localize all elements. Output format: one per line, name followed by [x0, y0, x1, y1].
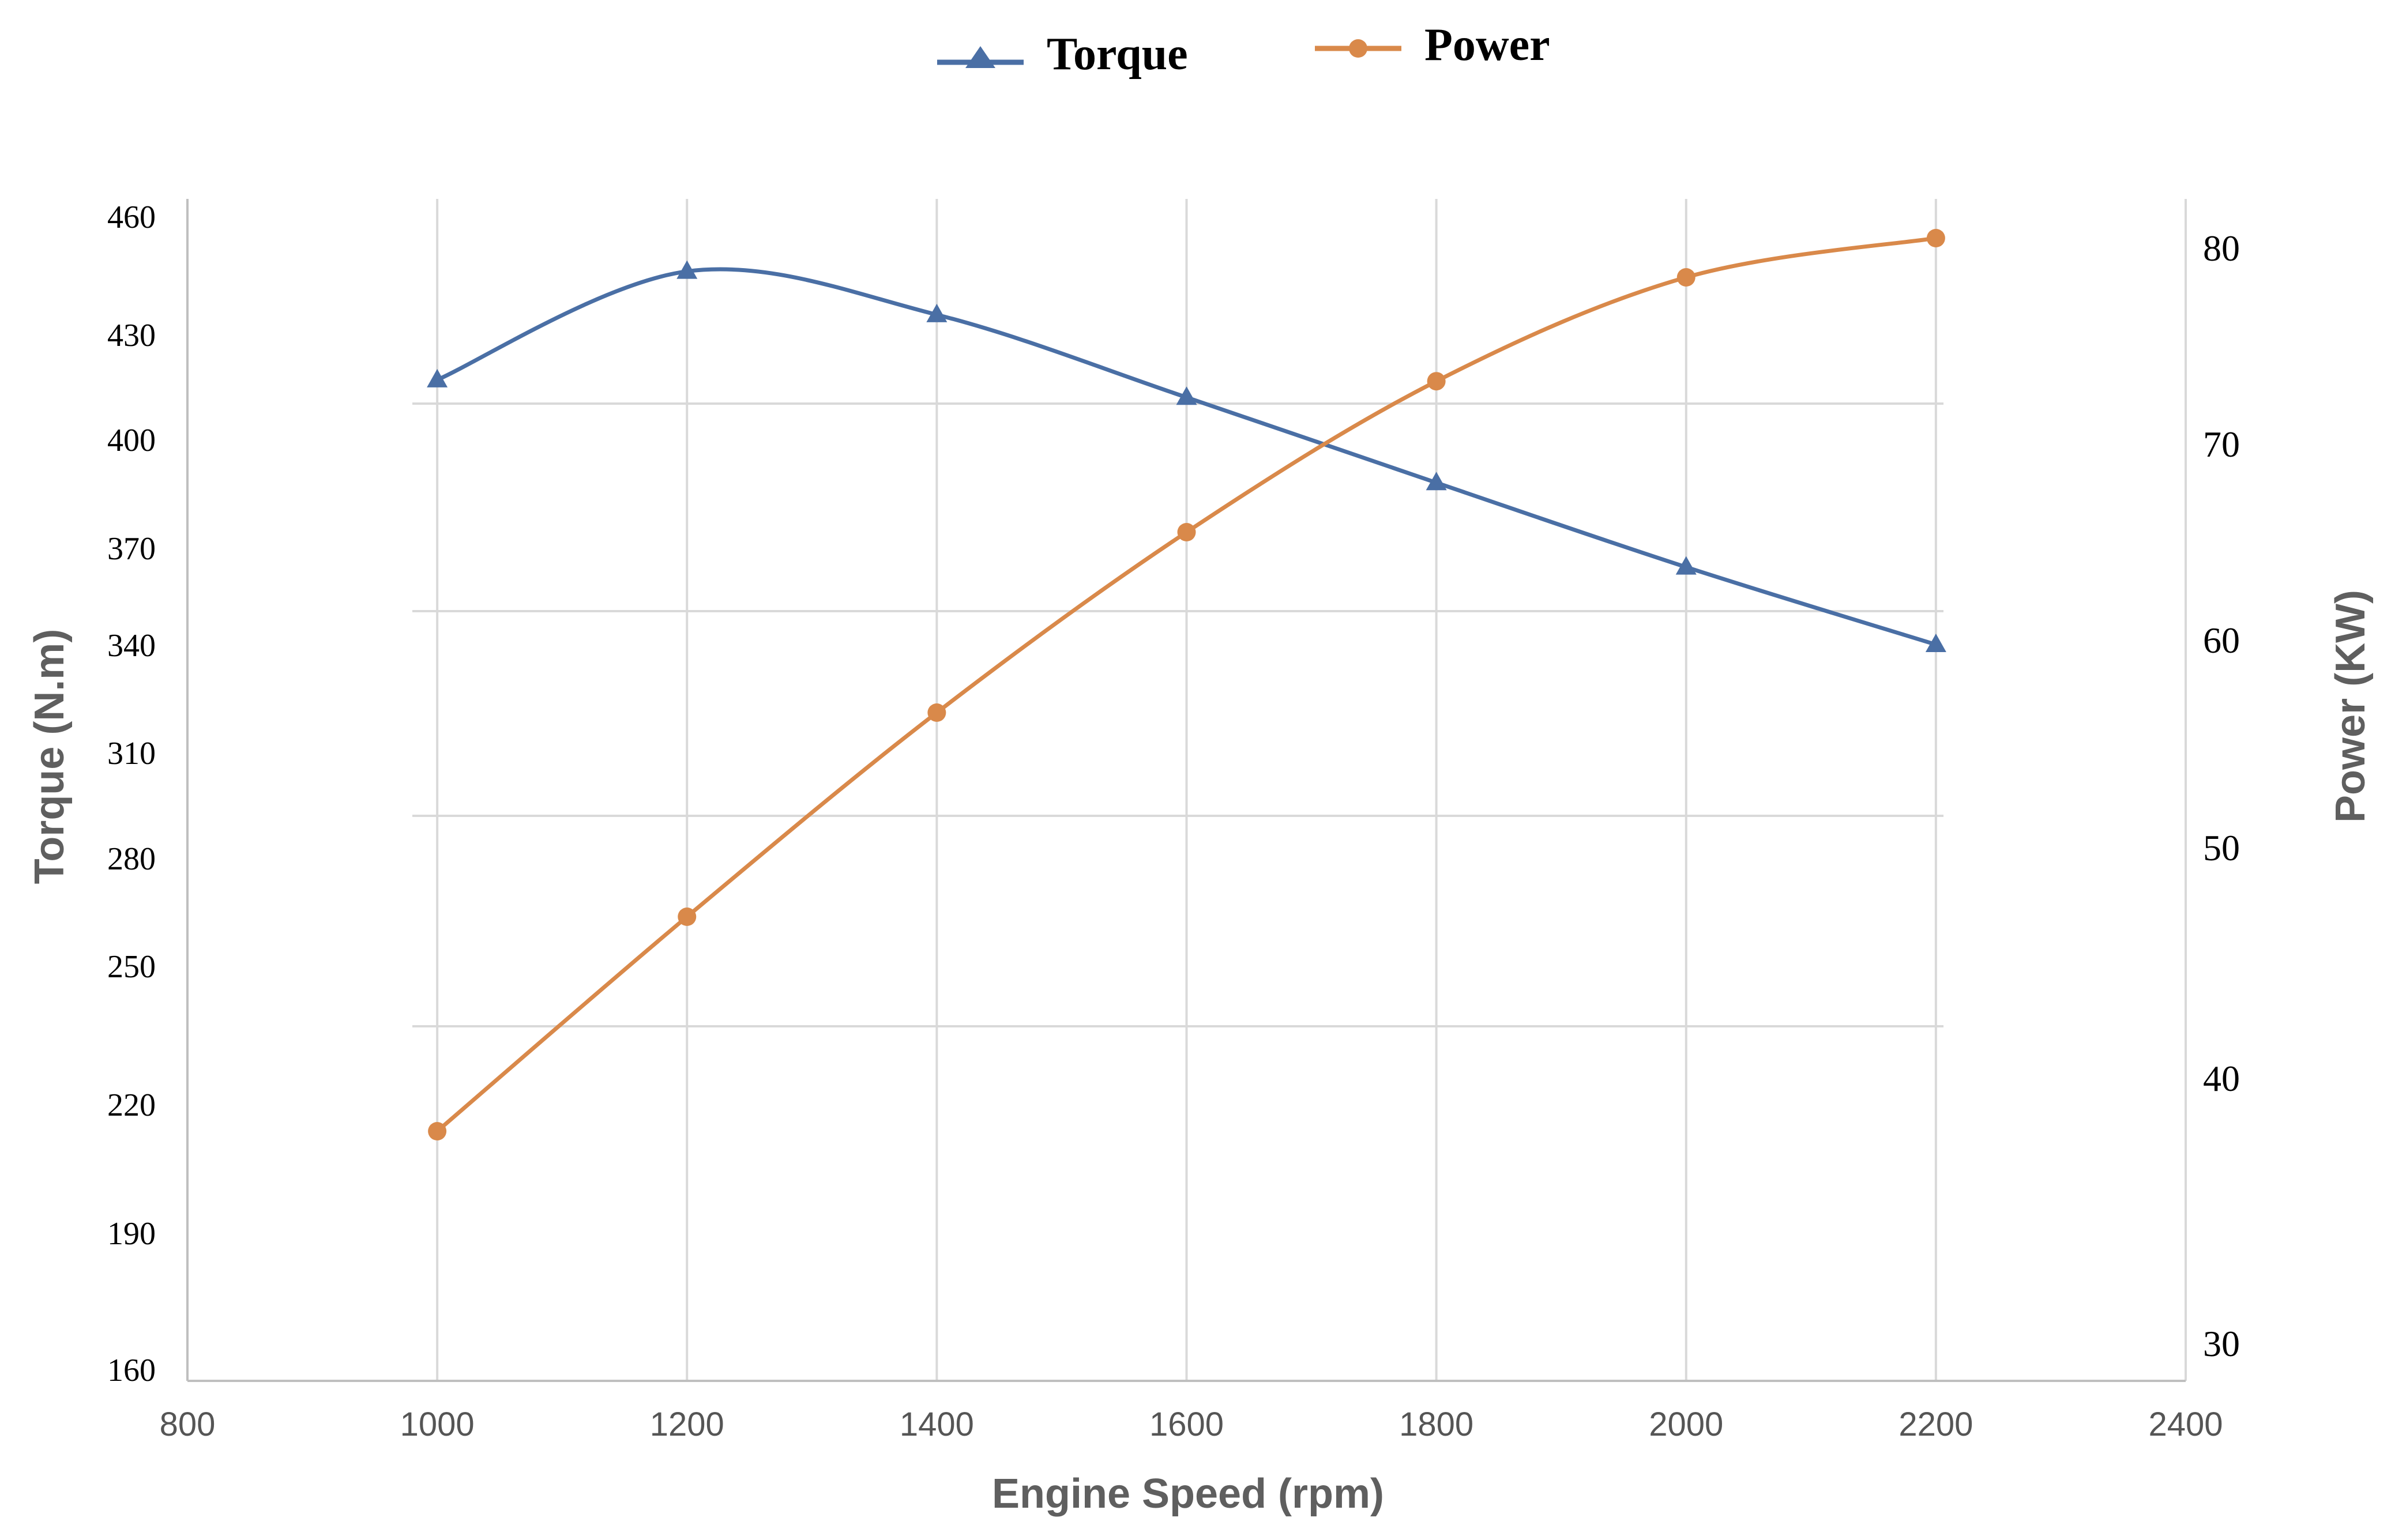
left-tick-label: 160: [107, 1353, 156, 1388]
right-tick-label: 40: [2203, 1058, 2240, 1099]
left-tick-label: 280: [107, 841, 156, 877]
right-tick-label: 30: [2203, 1323, 2240, 1364]
x-tick-label: 2000: [1649, 1406, 1723, 1443]
power-data-point: [927, 703, 946, 722]
right-tick-label: 50: [2203, 827, 2240, 868]
x-tick-label: 800: [160, 1406, 216, 1443]
left-tick-label: 220: [107, 1087, 156, 1123]
legend-power-marker: [1349, 39, 1367, 58]
torque-data-point: [1176, 386, 1197, 405]
power-data-point: [1427, 372, 1446, 391]
right-tick-label: 60: [2203, 620, 2240, 661]
legend-torque-label: Torque: [1047, 29, 1188, 80]
left-axis-title: Torque (N.m): [27, 629, 73, 884]
x-axis-title: Engine Speed (rpm): [992, 1471, 1384, 1517]
torque-data-point: [1426, 472, 1447, 491]
tick-labels: 800 1000 1200 1400 1600 1800 2000 2200 2400 160 19…: [107, 199, 2240, 1443]
left-tick-label: 190: [107, 1216, 156, 1252]
torque-data-point: [676, 260, 698, 279]
power-data-point: [428, 1122, 447, 1140]
x-tick-label: 2200: [1898, 1406, 1973, 1443]
series: [427, 229, 1946, 1140]
right-tick-label: 70: [2203, 424, 2240, 465]
left-tick-label: 460: [107, 199, 156, 235]
power-data-point: [1676, 268, 1695, 287]
right-tick-label: 80: [2203, 228, 2240, 269]
gridlines: [412, 199, 2187, 1381]
power-data-point: [1926, 229, 1945, 247]
x-tick-label: 1200: [650, 1406, 724, 1443]
torque-data-point: [1925, 634, 1946, 652]
right-axis-title: Power (KW): [2328, 590, 2374, 823]
legend: Torque Power: [937, 20, 1550, 80]
torque-data-point: [1675, 556, 1697, 575]
torque-data-point: [926, 303, 948, 322]
left-tick-label: 370: [107, 531, 156, 567]
torque-data-point: [427, 368, 448, 387]
left-tick-label: 340: [107, 628, 156, 664]
left-tick-label: 310: [107, 736, 156, 771]
left-tick-label: 400: [107, 423, 156, 458]
power-data-point: [1177, 523, 1196, 541]
axes: [186, 199, 2186, 1382]
x-tick-label: 1400: [900, 1406, 974, 1443]
power-data-point: [678, 908, 697, 926]
x-tick-label: 1000: [400, 1406, 475, 1443]
legend-power-label: Power: [1424, 20, 1550, 70]
x-tick-label: 1800: [1399, 1406, 1473, 1443]
legend-torque-marker: [965, 46, 995, 68]
left-tick-label: 250: [107, 949, 156, 985]
x-tick-label: 2400: [2148, 1406, 2223, 1443]
x-tick-label: 1600: [1149, 1406, 1224, 1443]
left-tick-label: 430: [107, 318, 156, 353]
